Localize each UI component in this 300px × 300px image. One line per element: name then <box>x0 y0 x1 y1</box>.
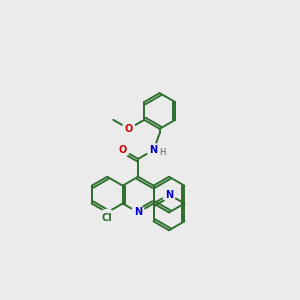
Text: H: H <box>159 148 165 158</box>
Circle shape <box>163 188 176 201</box>
Circle shape <box>116 143 129 157</box>
Text: N: N <box>149 145 158 155</box>
Circle shape <box>132 206 145 219</box>
Circle shape <box>99 209 116 226</box>
Text: N: N <box>165 190 173 200</box>
Circle shape <box>147 143 160 157</box>
Circle shape <box>122 122 135 135</box>
Text: N: N <box>134 207 142 218</box>
Text: O: O <box>118 145 127 155</box>
Text: Cl: Cl <box>102 213 112 223</box>
Text: O: O <box>124 124 133 134</box>
